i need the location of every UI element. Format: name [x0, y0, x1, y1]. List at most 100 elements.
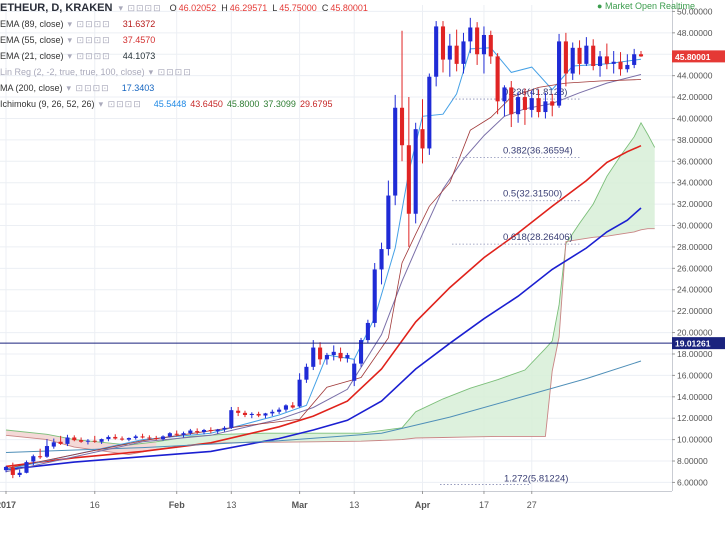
candle-body[interactable]: [372, 269, 377, 323]
candle-body[interactable]: [24, 462, 29, 473]
candle-body[interactable]: [454, 45, 459, 64]
candle-body[interactable]: [420, 129, 425, 149]
indicator-row[interactable]: EMA (89, close) ▾ ⊡⊡⊡⊡ 31.6372: [0, 16, 373, 32]
candle-body[interactable]: [17, 472, 22, 475]
candle-body[interactable]: [352, 363, 357, 381]
candle-body[interactable]: [44, 446, 50, 457]
candle-body[interactable]: [72, 437, 77, 441]
candle-body[interactable]: [345, 355, 350, 359]
candle-body[interactable]: [263, 413, 268, 416]
candle-body[interactable]: [468, 27, 473, 42]
candle-body[interactable]: [290, 405, 295, 408]
candle-body[interactable]: [113, 436, 118, 439]
candle-body[interactable]: [126, 438, 131, 440]
candle-body[interactable]: [495, 56, 500, 102]
candle-body[interactable]: [604, 56, 609, 64]
candle-body[interactable]: [365, 322, 370, 341]
candle-body[interactable]: [440, 26, 446, 60]
candle-body[interactable]: [427, 76, 432, 149]
candle-body[interactable]: [160, 436, 166, 440]
candle-body[interactable]: [304, 366, 309, 380]
candle-body[interactable]: [318, 347, 323, 360]
candle-body[interactable]: [393, 107, 398, 196]
candle-body[interactable]: [31, 456, 36, 462]
indicator-controls[interactable]: ▾ ⊡⊡⊡⊡: [67, 19, 111, 29]
candle-body[interactable]: [120, 438, 125, 440]
indicator-row[interactable]: Lin Reg (2, -2, true, true, 100, close) ▾…: [0, 64, 373, 80]
candle-body[interactable]: [543, 101, 548, 113]
candle-body[interactable]: [242, 412, 248, 415]
candle-body[interactable]: [399, 107, 405, 146]
candle-body[interactable]: [283, 405, 288, 410]
candle-body[interactable]: [597, 56, 603, 67]
symbol-title[interactable]: ETHEUR, D, KRAKEN: [0, 2, 113, 14]
candle-body[interactable]: [331, 351, 336, 356]
candle-body[interactable]: [3, 466, 9, 471]
candle-body[interactable]: [277, 409, 282, 412]
candle-body[interactable]: [222, 427, 227, 430]
candle-body[interactable]: [447, 45, 452, 60]
candle-body[interactable]: [133, 436, 138, 439]
candle-body[interactable]: [181, 433, 186, 435]
candle-body[interactable]: [256, 413, 261, 416]
candle-body[interactable]: [625, 64, 630, 70]
indicator-row[interactable]: EMA (55, close) ▾ ⊡⊡⊡⊡ 37.4570: [0, 32, 373, 48]
candle-body[interactable]: [570, 47, 575, 74]
candle-body[interactable]: [516, 97, 521, 115]
candle-body[interactable]: [236, 410, 241, 413]
candle-body[interactable]: [154, 438, 159, 440]
candle-body[interactable]: [481, 34, 487, 55]
candle-body[interactable]: [229, 410, 234, 428]
candle-body[interactable]: [386, 195, 391, 250]
indicator-controls[interactable]: ▾ ⊡⊡⊡⊡: [67, 35, 111, 45]
indicator-row[interactable]: Ichimoku (9, 26, 52, 26) ▾ ⊡⊡⊡⊡ 45.5448 43.…: [0, 96, 373, 112]
indicator-row[interactable]: MA (200, close) ▾ ⊡⊡⊡⊡ 17.3403: [0, 80, 373, 96]
candle-body[interactable]: [413, 129, 418, 214]
candle-body[interactable]: [311, 347, 316, 367]
indicator-row[interactable]: EMA (21, close) ▾ ⊡⊡⊡⊡ 44.1073: [0, 48, 373, 64]
candle-body[interactable]: [529, 98, 534, 110]
candle-body[interactable]: [147, 437, 152, 439]
candle-body[interactable]: [338, 352, 343, 359]
candle-body[interactable]: [167, 433, 172, 437]
candle-body[interactable]: [58, 441, 63, 444]
candle-body[interactable]: [270, 411, 275, 414]
candle-body[interactable]: [461, 41, 466, 64]
header-controls[interactable]: ▾ ⊡⊡⊡⊡: [118, 3, 162, 13]
candle-body[interactable]: [297, 379, 302, 407]
candle-body[interactable]: [563, 41, 568, 74]
candle-body[interactable]: [536, 98, 541, 113]
candle-body[interactable]: [434, 26, 439, 77]
candle-body[interactable]: [188, 430, 193, 434]
candle-body[interactable]: [85, 440, 90, 442]
candle-body[interactable]: [51, 442, 56, 447]
candle-body[interactable]: [591, 45, 596, 67]
candle-body[interactable]: [406, 145, 411, 214]
candle-body[interactable]: [174, 433, 179, 435]
candle-body[interactable]: [324, 355, 329, 360]
candle-body[interactable]: [379, 249, 384, 270]
candle-body[interactable]: [632, 54, 637, 65]
candle-body[interactable]: [618, 61, 623, 70]
candle-body[interactable]: [10, 467, 15, 475]
candle-body[interactable]: [195, 431, 200, 433]
indicator-controls[interactable]: ▾ ⊡⊡⊡⊡: [66, 83, 110, 93]
candle-body[interactable]: [215, 429, 220, 432]
candle-body[interactable]: [65, 437, 70, 444]
candle-body[interactable]: [106, 436, 111, 440]
candle-body[interactable]: [522, 97, 527, 110]
candle-body[interactable]: [140, 436, 145, 438]
candle-body[interactable]: [92, 440, 97, 442]
candle-body[interactable]: [557, 41, 562, 106]
candle-body[interactable]: [488, 34, 493, 57]
candle-body[interactable]: [577, 47, 582, 64]
candle-body[interactable]: [550, 101, 555, 106]
candle-body[interactable]: [475, 27, 480, 55]
indicator-controls[interactable]: ▾ ⊡⊡⊡⊡: [98, 99, 142, 109]
candle-body[interactable]: [38, 456, 43, 458]
candle-body[interactable]: [638, 54, 644, 57]
candle-body[interactable]: [611, 61, 616, 64]
candle-body[interactable]: [249, 413, 254, 415]
indicator-controls[interactable]: ▾ ⊡⊡⊡⊡: [67, 51, 111, 61]
